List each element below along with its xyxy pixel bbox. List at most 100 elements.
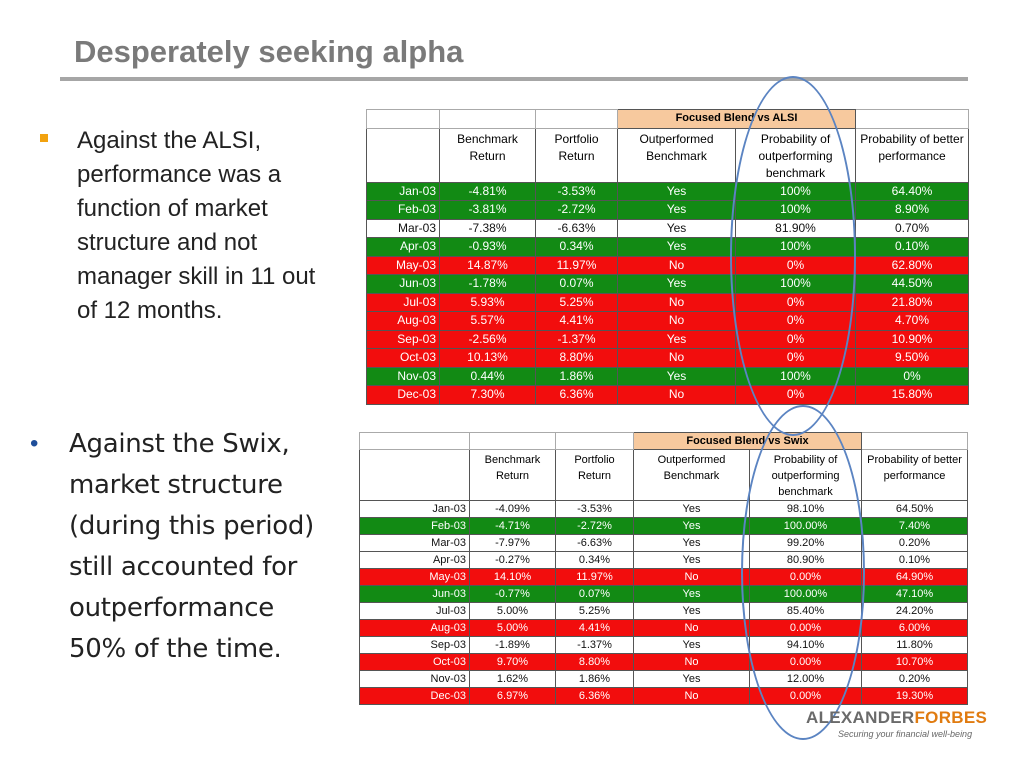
value-cell: 0.07%: [555, 585, 634, 603]
value-cell: 5.93%: [439, 292, 536, 312]
table-row: Feb-03 -4.71% -2.72% Yes 100.00% 7.40%: [359, 517, 968, 535]
value-cell: 62.80%: [855, 255, 969, 275]
month-cell: Nov-03: [366, 366, 440, 386]
table-row: Apr-03 -0.93% 0.34% Yes 100% 0.10%: [366, 237, 969, 257]
value-cell: 5.57%: [439, 311, 536, 331]
logo-text-alexander: ALEXANDER: [806, 708, 915, 727]
value-cell: 0%: [855, 366, 969, 386]
value-cell: -3.53%: [535, 181, 618, 201]
value-cell: Yes: [633, 602, 750, 620]
value-cell: Yes: [633, 534, 750, 552]
value-cell: 24.20%: [861, 602, 968, 620]
bullet-alsi-text: Against the ALSI, performance was a func…: [77, 127, 316, 324]
value-cell: -2.56%: [439, 329, 536, 349]
value-cell: No: [633, 653, 750, 671]
table-blank-header-cell: [439, 109, 536, 129]
table-column-header-row: Benchmark Return Portfolio Return Outperfo…: [366, 127, 969, 183]
table-row: Nov-03 0.44% 1.86% Yes 100% 0%: [366, 366, 969, 386]
value-cell: 4.41%: [555, 619, 634, 637]
value-cell: -0.77%: [469, 585, 556, 603]
value-cell: Yes: [617, 200, 736, 220]
column-header: Benchmark Return: [469, 449, 556, 501]
value-cell: Yes: [633, 636, 750, 654]
value-cell: 11.97%: [555, 568, 634, 586]
value-cell: No: [617, 292, 736, 312]
table-row: Mar-03 -7.38% -6.63% Yes 81.90% 0.70%: [366, 218, 969, 238]
month-cell: Oct-03: [366, 348, 440, 368]
value-cell: Yes: [633, 670, 750, 688]
value-cell: 0.44%: [439, 366, 536, 386]
logo-tagline: Securing your financial well-being: [838, 729, 973, 739]
month-cell: Apr-03: [359, 551, 470, 569]
value-cell: -2.72%: [535, 200, 618, 220]
value-cell: Yes: [617, 181, 736, 201]
value-cell: Yes: [617, 237, 736, 257]
value-cell: 8.80%: [535, 348, 618, 368]
table-blank-header-cell: [535, 109, 618, 129]
table-blank-header-cell: [469, 432, 556, 450]
column-header: Probability of better performance: [855, 127, 969, 183]
month-cell: Feb-03: [366, 200, 440, 220]
slide-title: Desperately seeking alpha: [74, 34, 464, 69]
column-header: Benchmark Return: [439, 127, 536, 183]
month-cell: Jan-03: [359, 500, 470, 518]
value-cell: -1.37%: [555, 636, 634, 654]
value-cell: 9.50%: [855, 348, 969, 368]
table-row: Nov-03 1.62% 1.86% Yes 12.00% 0.20%: [359, 670, 968, 688]
value-cell: 0.70%: [855, 218, 969, 238]
value-cell: 9.70%: [469, 653, 556, 671]
value-cell: 4.41%: [535, 311, 618, 331]
value-cell: 14.10%: [469, 568, 556, 586]
value-cell: No: [617, 255, 736, 275]
value-cell: -0.27%: [469, 551, 556, 569]
title-divider: [60, 77, 968, 81]
table-row: May-03 14.10% 11.97% No 0.00% 64.90%: [359, 568, 968, 586]
table-row: Jan-03 -4.09% -3.53% Yes 98.10% 64.50%: [359, 500, 968, 518]
highlight-ellipse-alsi: [730, 76, 856, 436]
table-row: Jul-03 5.93% 5.25% No 0% 21.80%: [366, 292, 969, 312]
value-cell: 7.40%: [861, 517, 968, 535]
table-row: Oct-03 10.13% 8.80% No 0% 9.50%: [366, 348, 969, 368]
column-header: Portfolio Return: [535, 127, 618, 183]
value-cell: 4.70%: [855, 311, 969, 331]
value-cell: 5.00%: [469, 619, 556, 637]
month-cell: Mar-03: [359, 534, 470, 552]
value-cell: No: [617, 348, 736, 368]
table-blank-header-cell: [861, 432, 968, 450]
month-cell: Mar-03: [366, 218, 440, 238]
value-cell: 0.34%: [555, 551, 634, 569]
value-cell: Yes: [633, 585, 750, 603]
value-cell: -6.63%: [535, 218, 618, 238]
value-cell: -2.72%: [555, 517, 634, 535]
value-cell: No: [633, 687, 750, 705]
column-header: Probability of better performance: [861, 449, 968, 501]
month-cell: Apr-03: [366, 237, 440, 257]
logo-text-forbes: FORBES: [914, 708, 988, 727]
table-row: Oct-03 9.70% 8.80% No 0.00% 10.70%: [359, 653, 968, 671]
table-row: Aug-03 5.00% 4.41% No 0.00% 6.00%: [359, 619, 968, 637]
value-cell: No: [617, 385, 736, 405]
value-cell: 0.20%: [861, 670, 968, 688]
month-cell: Feb-03: [359, 517, 470, 535]
column-header: [366, 127, 440, 183]
alsi-table: Focused Blend vs ALSI Benchmark Return Por…: [366, 109, 969, 405]
month-cell: Sep-03: [366, 329, 440, 349]
value-cell: -0.93%: [439, 237, 536, 257]
value-cell: 64.40%: [855, 181, 969, 201]
month-cell: May-03: [359, 568, 470, 586]
value-cell: 11.80%: [861, 636, 968, 654]
value-cell: 6.36%: [555, 687, 634, 705]
table-blank-header-cell: [555, 432, 634, 450]
month-cell: Oct-03: [359, 653, 470, 671]
value-cell: 6.97%: [469, 687, 556, 705]
table-blank-header-cell: [855, 109, 969, 129]
value-cell: -4.71%: [469, 517, 556, 535]
value-cell: 15.80%: [855, 385, 969, 405]
table-row: Jun-03 -0.77% 0.07% Yes 100.00% 47.10%: [359, 585, 968, 603]
value-cell: 64.50%: [861, 500, 968, 518]
table-group-header-row: Focused Blend vs Swix: [359, 432, 968, 450]
value-cell: 44.50%: [855, 274, 969, 294]
value-cell: 6.36%: [535, 385, 618, 405]
bullet-swix-text: Against the Swix, market structure (duri…: [69, 429, 314, 664]
table-row: Sep-03 -2.56% -1.37% Yes 0% 10.90%: [366, 329, 969, 349]
